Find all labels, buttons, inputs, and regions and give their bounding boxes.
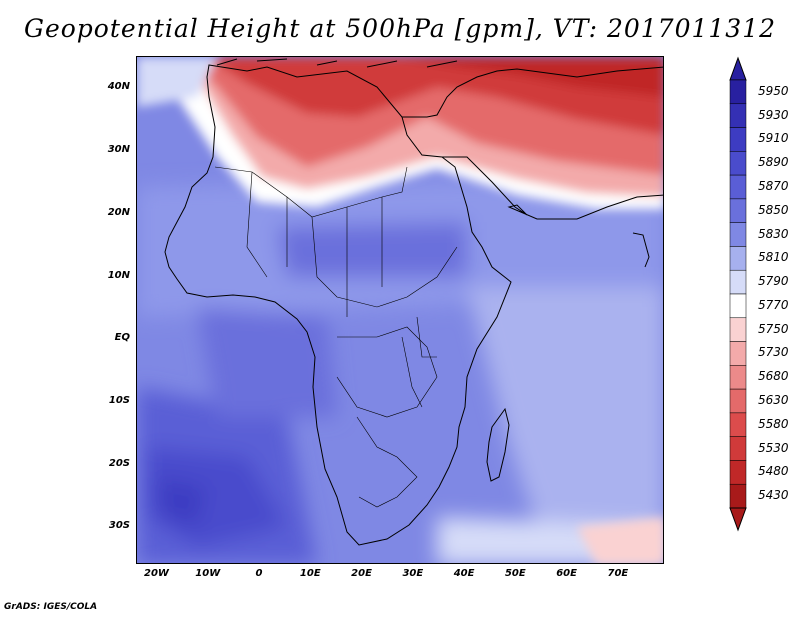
lat-tick-label: 20S <box>108 457 130 469</box>
colorbar-label: 5870 <box>758 179 789 193</box>
lon-tick-label: 70E <box>607 568 629 579</box>
colorbar-label: 5930 <box>758 107 789 122</box>
colorbar-label: 5630 <box>758 393 789 407</box>
coastlines <box>164 58 663 546</box>
colorbar <box>729 56 747 532</box>
madagascar-coast <box>486 407 510 482</box>
colorbar-swatch <box>729 269 747 295</box>
colorbar-label: 5890 <box>758 155 789 170</box>
colorbar-label: 5730 <box>758 345 789 360</box>
colorbar-label: 5480 <box>758 464 789 479</box>
lon-tick-label: 30E <box>402 568 424 579</box>
colorbar-label: 5530 <box>758 440 789 455</box>
northwest-light <box>137 57 217 107</box>
map-panel <box>136 56 664 564</box>
india-coast <box>632 232 650 268</box>
colorbar-label: 5430 <box>758 488 789 503</box>
colorbar-swatch <box>729 365 747 390</box>
lon-tick-label: 20W <box>144 568 169 579</box>
lon-tick-label: 40E <box>453 568 475 579</box>
southern-africa-borders <box>356 416 418 508</box>
lon-tick-label: 50E <box>504 568 526 579</box>
colorbar-label: 5580 <box>758 416 789 431</box>
colorbar-label: 5850 <box>758 202 789 217</box>
colorbar-swatch <box>729 103 747 128</box>
colorbar-swatch <box>729 127 747 152</box>
colorbar-swatch <box>729 317 747 342</box>
lon-tick-label: 10E <box>299 568 321 579</box>
colorbar-label: 5950 <box>758 83 789 98</box>
lat-tick-label: 10S <box>108 394 130 406</box>
colorbar-min-arrow <box>729 507 747 532</box>
colorbar-swatch <box>729 388 747 414</box>
lat-tick-label: 10N <box>107 269 130 281</box>
southeast-corner <box>577 517 663 563</box>
colorbar-swatch <box>729 483 747 509</box>
colorbar-swatch <box>729 436 747 461</box>
colorbar-label: 5680 <box>758 369 789 384</box>
colorbar-label: 5830 <box>758 226 789 241</box>
middle-east-coast <box>402 66 663 118</box>
colorbar-swatch <box>729 79 747 105</box>
great-lakes-borders <box>401 316 437 408</box>
colorbar-label: 5750 <box>758 321 789 336</box>
colorbar-max-arrow <box>729 56 747 81</box>
lon-tick-label: 10W <box>195 568 221 579</box>
sahel-zone <box>277 222 467 277</box>
colorbar-label: 5790 <box>758 274 789 289</box>
colorbar-swatch <box>729 293 747 319</box>
country-borders <box>214 166 458 508</box>
mediterranean-north-shores <box>216 58 458 68</box>
colorbar-swatch <box>729 341 747 366</box>
lat-tick-label: EQ <box>114 332 130 344</box>
central-africa-borders <box>336 326 438 418</box>
map-title: Geopotential Height at 500hPa [gpm], VT:… <box>23 14 777 43</box>
arabian-coast <box>442 156 663 220</box>
lat-tick-label: 30S <box>108 520 130 532</box>
sahara-borders <box>214 166 408 218</box>
height-field-map <box>137 57 663 563</box>
east-ocean-high <box>467 287 663 527</box>
lat-tick-label: 40N <box>107 81 130 93</box>
trough-core <box>397 57 663 97</box>
lon-tick-label: 20E <box>351 568 372 579</box>
colorbar-swatch <box>729 412 747 437</box>
colorbar-swatch <box>729 198 747 223</box>
lat-tick-label: 20N <box>107 206 130 218</box>
lon-tick-label: 60E <box>556 568 577 579</box>
lon-tick-label: 0 <box>255 568 263 579</box>
colorbar-swatch <box>729 151 747 176</box>
lat-tick-label: 30N <box>107 144 130 156</box>
colorbar-label: 5910 <box>758 131 789 146</box>
west-africa-borders <box>246 171 383 317</box>
colorbar-label: 5810 <box>758 250 789 265</box>
grads-credit: GrADS: IGES/COLA <box>4 602 98 612</box>
colorbar-swatch <box>729 246 747 271</box>
colorbar-label: 5770 <box>758 297 789 312</box>
colorbar-swatch <box>729 460 747 485</box>
sahel-borders <box>311 216 458 308</box>
africa-coastline <box>164 64 512 546</box>
southwest-center <box>157 477 207 527</box>
colorbar-swatch <box>729 174 747 200</box>
colorbar-swatch <box>729 222 747 247</box>
gulf-guinea-zone <box>197 307 337 417</box>
